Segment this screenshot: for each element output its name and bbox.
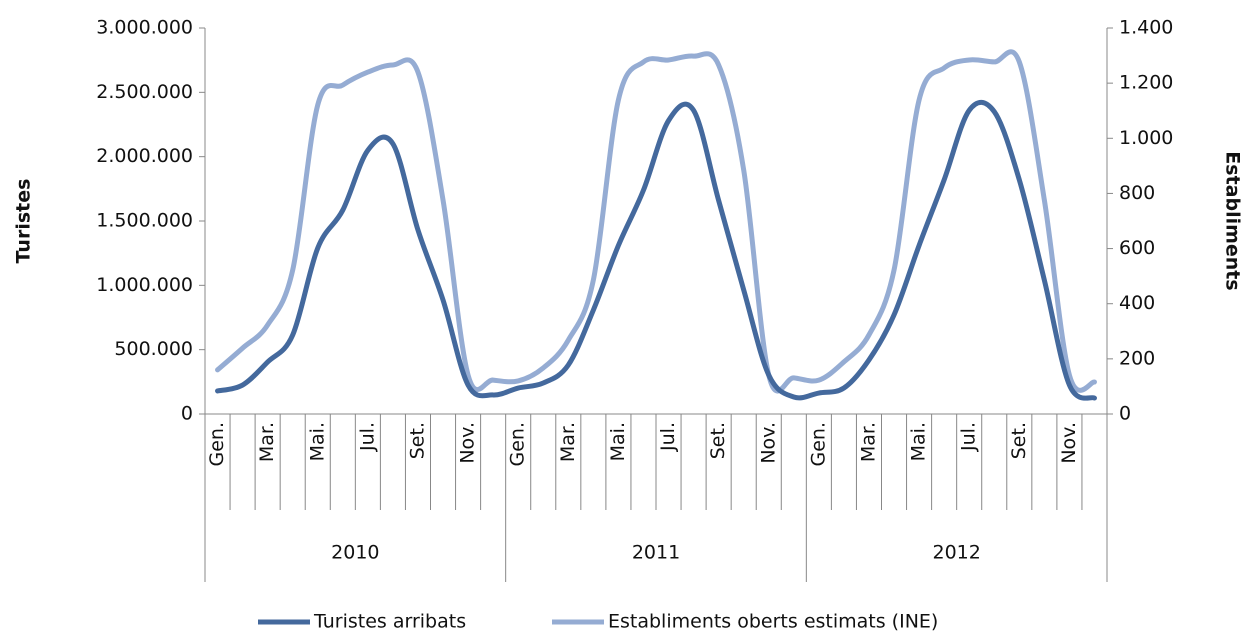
y2-tick-label: 600	[1119, 237, 1155, 259]
x-group-label: 2012	[932, 542, 980, 564]
y2-tick-label: 800	[1119, 182, 1155, 204]
x-tick-label: Gen.	[206, 422, 228, 467]
x-tick-label: Mar.	[857, 422, 879, 462]
y-tick-label: 1.000.000	[96, 274, 193, 296]
x-tick-label: Jul.	[356, 422, 378, 452]
series-line	[215, 49, 1097, 394]
y-tick-label: 0	[181, 403, 193, 425]
x-group-label: 2010	[331, 542, 379, 564]
x-tick-label: Nov.	[757, 422, 779, 464]
y-tick-label: 2.500.000	[96, 81, 193, 103]
x-tick-label: Mar.	[256, 422, 278, 462]
x-tick-label: Mai.	[607, 422, 629, 461]
series-line	[215, 99, 1097, 401]
x-tick-label: Set.	[406, 422, 428, 459]
x-tick-label: Mai.	[908, 422, 930, 461]
y2-tick-label: 200	[1119, 347, 1155, 369]
x-tick-label: Set.	[707, 422, 729, 459]
x-tick-label: Set.	[1008, 422, 1030, 459]
y-tick-label: 1.500.000	[96, 210, 193, 232]
x-tick-label: Nov.	[1058, 422, 1080, 464]
legend-label: Turistes arribats	[313, 611, 466, 633]
legend-label: Establiments oberts estimats (INE)	[608, 611, 938, 633]
y2-tick-label: 400	[1119, 292, 1155, 314]
y2-tick-label: 0	[1119, 403, 1131, 425]
x-tick-label: Jul.	[657, 422, 679, 452]
y-tick-label: 2.000.000	[96, 145, 193, 167]
x-tick-label: Jul.	[958, 422, 980, 452]
x-group-label: 2011	[632, 542, 680, 564]
x-tick-label: Gen.	[507, 422, 529, 467]
x-tick-label: Mai.	[306, 422, 328, 461]
y-tick-label: 500.000	[114, 338, 193, 360]
y-tick-label: 3.000.000	[96, 17, 193, 39]
x-tick-label: Gen.	[807, 422, 829, 467]
y2-tick-label: 1.400	[1119, 17, 1173, 39]
y2-tick-label: 1.200	[1119, 72, 1173, 94]
y2-axis-title: Establiments	[1222, 151, 1244, 290]
y-axis-title: Turistes	[13, 179, 35, 264]
x-tick-label: Nov.	[457, 422, 479, 464]
x-tick-label: Mar.	[557, 422, 579, 462]
y2-tick-label: 1.000	[1119, 127, 1173, 149]
